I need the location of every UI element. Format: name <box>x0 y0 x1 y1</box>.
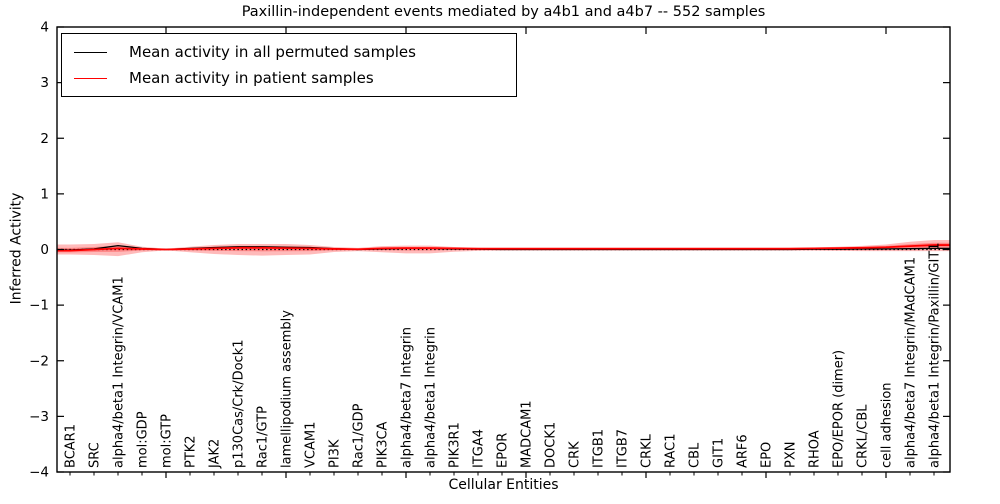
x-category-label: alpha4/beta7 Integrin <box>400 327 415 468</box>
legend-line-permuted-icon <box>74 51 107 53</box>
x-category-label: EPO/EPOR (dimer) <box>832 350 847 468</box>
band-fill <box>57 240 950 257</box>
x-axis-label: Cellular Entities <box>448 477 559 493</box>
x-category-label: JAK2 <box>208 439 223 469</box>
x-category-label: lamellipodium assembly <box>280 310 295 468</box>
x-category-label: CBL <box>688 442 703 468</box>
x-category-label: CRKL/CBL <box>856 404 871 468</box>
legend-line-patient-icon <box>74 77 107 79</box>
x-category-label: Rac1/GTP <box>256 406 271 468</box>
y-tick-label: 0 <box>40 242 49 258</box>
legend: Mean activity in all permuted samples Me… <box>61 33 517 97</box>
legend-item-permuted: Mean activity in all permuted samples <box>74 39 516 65</box>
x-category-label: MADCAM1 <box>520 400 535 468</box>
x-category-label: alpha4/beta7 Integrin/MAdCAM1 <box>904 257 919 468</box>
legend-label-patient: Mean activity in patient samples <box>129 69 374 87</box>
x-category-label: p130Cas/Crk/Dock1 <box>232 339 247 468</box>
x-category-label: mol:GDP <box>136 411 151 468</box>
legend-label-permuted: Mean activity in all permuted samples <box>129 43 416 61</box>
legend-item-patient: Mean activity in patient samples <box>74 65 516 91</box>
x-category-label: CRK <box>568 441 583 468</box>
series-patient-line <box>57 244 950 252</box>
y-tick-label: −1 <box>29 298 49 314</box>
x-category-label: GIT1 <box>712 438 727 468</box>
chart-title: Paxillin-independent events mediated by … <box>241 4 766 20</box>
y-tick-label: 4 <box>40 20 49 36</box>
band-fill <box>57 242 950 253</box>
y-tick-label: −2 <box>29 353 49 369</box>
x-category-label: alpha4/beta1 Integrin/VCAM1 <box>112 276 127 468</box>
confidence-band <box>57 240 950 257</box>
x-category-label: cell adhesion <box>880 382 895 468</box>
x-ticks <box>69 27 935 478</box>
y-ticks: 4 3 2 1 0 −1 −2 −3 −4 <box>29 20 950 481</box>
y-tick-label: 1 <box>40 186 49 202</box>
y-tick-label: 2 <box>40 131 49 147</box>
x-category-label: ITGB7 <box>616 429 631 468</box>
x-category-label: alpha4/beta1 Integrin <box>424 327 439 468</box>
x-category-label: BCAR1 <box>64 424 79 468</box>
x-category-label: ITGA4 <box>472 429 487 468</box>
x-category-label: EPO <box>760 442 775 468</box>
x-category-label: RHOA <box>808 430 823 468</box>
x-category-label: VCAM1 <box>304 422 319 468</box>
x-category-label: ITGB1 <box>592 429 607 468</box>
x-category-label: RAC1 <box>664 433 679 468</box>
x-category-label: mol:GTP <box>160 414 175 468</box>
x-category-label: PI3K <box>328 439 343 468</box>
x-category-label: DOCK1 <box>544 422 559 468</box>
x-category-label: CRKL <box>640 433 655 468</box>
x-category-label: PIK3CA <box>376 421 391 468</box>
x-category-label: PTK2 <box>184 435 199 468</box>
x-category-label: SRC <box>88 442 103 468</box>
x-category-label: Rac1/GDP <box>352 403 367 468</box>
x-category-label: EPOR <box>496 433 511 468</box>
x-category-label: ARF6 <box>736 434 751 468</box>
x-category-labels: BCAR1 SRC alpha4/beta1 Integrin/VCAM1 mol:G… <box>64 242 943 469</box>
x-category-label: PXN <box>784 442 799 468</box>
y-tick-label: 3 <box>40 75 49 91</box>
x-category-label: PIK3R1 <box>448 422 463 468</box>
y-tick-label: −3 <box>29 409 49 425</box>
x-category-label: alpha4/beta1 Integrin/Paxillin/GIT1 <box>928 242 943 468</box>
y-axis-label: Inferred Activity <box>8 192 25 305</box>
y-tick-label: −4 <box>29 465 49 481</box>
